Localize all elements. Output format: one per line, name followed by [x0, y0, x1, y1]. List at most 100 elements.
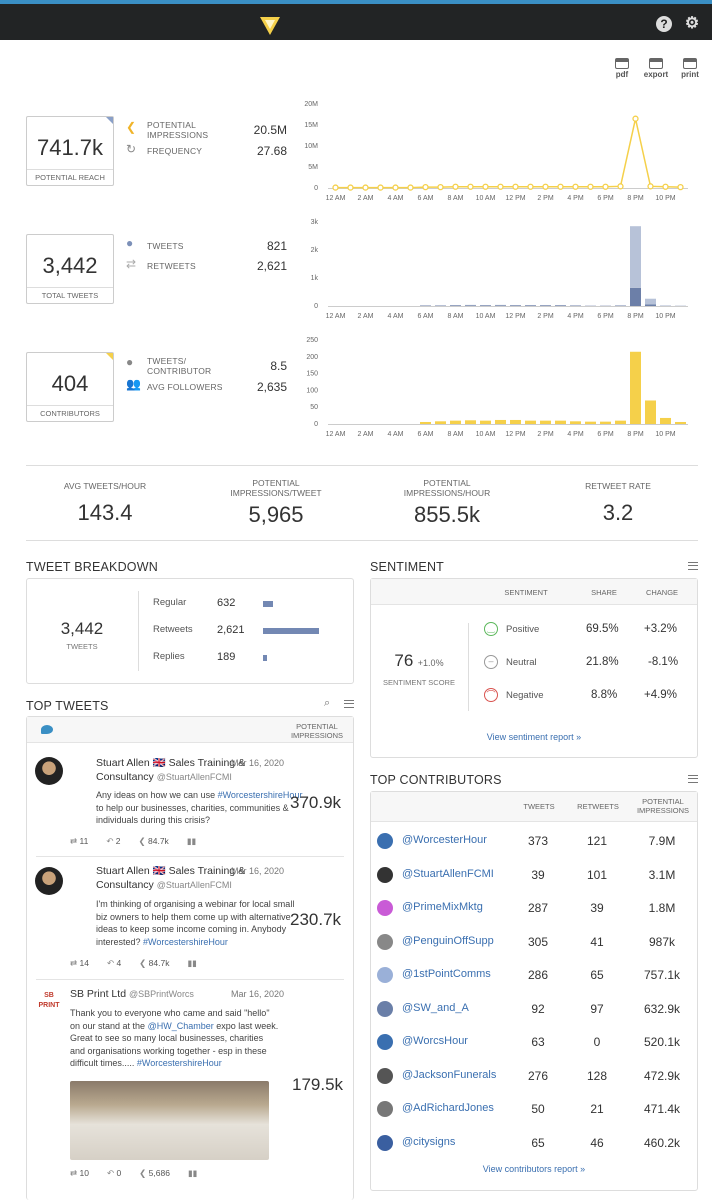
data-point[interactable]	[422, 184, 429, 191]
sentiment-menu-icon[interactable]	[688, 562, 698, 570]
bar[interactable]	[465, 305, 476, 306]
top-tweets-menu-icon[interactable]	[344, 700, 354, 708]
bar[interactable]	[615, 420, 626, 424]
bar[interactable]	[600, 421, 611, 424]
bar[interactable]	[555, 420, 566, 424]
data-point[interactable]	[452, 183, 459, 190]
bar[interactable]	[645, 298, 656, 305]
view-sentiment-report-link[interactable]: View sentiment report »	[486, 732, 582, 742]
bar[interactable]	[555, 305, 566, 306]
bar[interactable]	[510, 305, 521, 306]
data-point[interactable]	[332, 184, 339, 191]
contributor-row[interactable]: @JacksonFunerals 276 128 472.9k	[370, 1059, 698, 1092]
data-point[interactable]	[617, 183, 624, 190]
print-button[interactable]: print	[676, 58, 704, 79]
data-point[interactable]	[437, 184, 444, 191]
stats-icon[interactable]: ▮▮	[187, 958, 197, 968]
bar[interactable]	[510, 419, 521, 424]
contributor-row[interactable]: @AdRichardJones 50 21 471.4k	[370, 1092, 698, 1125]
x-tick-label: 4 AM	[388, 195, 404, 202]
hashtag[interactable]: #WorcestershireHour	[143, 936, 228, 947]
bar[interactable]	[525, 305, 536, 306]
corner-flag	[106, 353, 113, 360]
bar[interactable]	[480, 305, 491, 306]
tweet-item[interactable]: Stuart Allen 🇬🇧 Sales Training & Consult…	[26, 752, 354, 857]
stats-icon[interactable]: ▮▮	[186, 836, 197, 846]
contributor-handle[interactable]: @PrimeMixMktg	[402, 901, 483, 913]
app-logo-icon[interactable]	[258, 13, 282, 37]
bar[interactable]	[645, 400, 656, 424]
top-contributors-menu-icon[interactable]	[688, 775, 698, 783]
hashtag[interactable]: #WorcestershireHour	[136, 1058, 222, 1068]
contributor-row[interactable]: @SW_and_A 92 97 632.9k	[370, 992, 698, 1025]
bar[interactable]	[630, 351, 641, 424]
contributor-handle[interactable]: @citysigns	[402, 1135, 456, 1148]
data-point[interactable]	[377, 184, 384, 191]
data-point[interactable]	[572, 183, 579, 190]
gear-icon[interactable]: ⚙	[684, 15, 700, 32]
bar[interactable]	[570, 421, 581, 424]
data-point[interactable]	[557, 183, 564, 190]
bar[interactable]	[465, 420, 476, 424]
contributor-handle[interactable]: @SW_and_A	[402, 1001, 469, 1014]
data-point[interactable]	[482, 183, 489, 190]
data-point[interactable]	[647, 183, 654, 190]
bar[interactable]	[495, 305, 506, 306]
data-point[interactable]	[467, 183, 474, 190]
contributor-handle[interactable]: @WorcesterHour	[402, 834, 487, 846]
hashtag[interactable]: #WorcestershireHour	[217, 790, 303, 800]
data-point[interactable]	[512, 183, 519, 190]
tweet-item[interactable]: Stuart Allen 🇬🇧 Sales Training & Consult…	[26, 858, 354, 980]
data-point[interactable]	[527, 183, 534, 190]
help-icon[interactable]: ?	[656, 16, 672, 32]
data-point[interactable]	[587, 183, 594, 190]
contributor-handle[interactable]: @StuartAllenFCMI	[402, 867, 494, 880]
data-point[interactable]	[632, 115, 639, 122]
contributor-handle[interactable]: @PenguinOffSupp	[402, 934, 494, 947]
data-point[interactable]	[677, 184, 684, 191]
bar[interactable]	[495, 419, 506, 424]
mention[interactable]: @HW_Chamber	[147, 1020, 214, 1031]
pdf-button[interactable]: pdf	[608, 58, 636, 79]
export-button[interactable]: export	[642, 58, 670, 79]
data-point[interactable]	[362, 184, 369, 191]
contributor-row[interactable]: @PrimeMixMktg 287 39 1.8M	[370, 891, 698, 924]
bar[interactable]	[645, 304, 656, 306]
bar[interactable]	[660, 417, 671, 424]
data-point[interactable]	[542, 183, 549, 190]
bar[interactable]	[525, 420, 536, 424]
view-contributors-report-link[interactable]: View contributors report »	[482, 1164, 586, 1174]
contributor-row[interactable]: @citysigns 65 46 460.2k	[370, 1126, 698, 1159]
bar[interactable]	[450, 305, 461, 306]
contributor-row[interactable]: @PenguinOffSupp 305 41 987k	[370, 925, 698, 958]
bar[interactable]	[540, 420, 551, 424]
bar[interactable]	[630, 287, 641, 306]
stats-icon[interactable]: ▮▮	[187, 1168, 198, 1178]
contributor-row[interactable]: @StuartAllenFCMI 39 101 3.1M	[370, 858, 698, 891]
bar[interactable]	[585, 421, 596, 424]
contributor-handle[interactable]: @WorcsHour	[402, 1035, 468, 1047]
contributor-handle[interactable]: @1stPointComms	[402, 968, 491, 980]
contributor-row[interactable]: @1stPointComms 286 65 757.1k	[370, 958, 698, 991]
data-point[interactable]	[662, 183, 669, 190]
tweet-photo[interactable]	[70, 1081, 269, 1160]
contributor-row[interactable]: @WorcsHour 63 0 520.1k	[370, 1025, 698, 1058]
contributor-handle[interactable]: @AdRichardJones	[402, 1102, 494, 1114]
data-point[interactable]	[407, 184, 414, 191]
bar[interactable]	[420, 421, 431, 424]
data-point[interactable]	[347, 184, 354, 191]
bar[interactable]	[540, 305, 551, 306]
tweet-item[interactable]: SB PRINT SB Print Ltd @SBPrintWorcs Mar …	[26, 981, 354, 1191]
data-point[interactable]	[497, 183, 504, 190]
bar[interactable]	[435, 421, 446, 424]
x-tick-label: 2 AM	[358, 195, 374, 202]
contributor-row[interactable]: @WorcesterHour 373 121 7.9M	[370, 824, 698, 857]
bar[interactable]	[480, 420, 491, 424]
data-point[interactable]	[392, 184, 399, 191]
search-icon[interactable]: ⌕	[324, 697, 331, 709]
bar[interactable]	[675, 421, 686, 424]
bar[interactable]	[630, 226, 641, 288]
contributor-handle[interactable]: @JacksonFunerals	[402, 1068, 497, 1081]
bar[interactable]	[450, 420, 461, 424]
data-point[interactable]	[602, 183, 609, 190]
